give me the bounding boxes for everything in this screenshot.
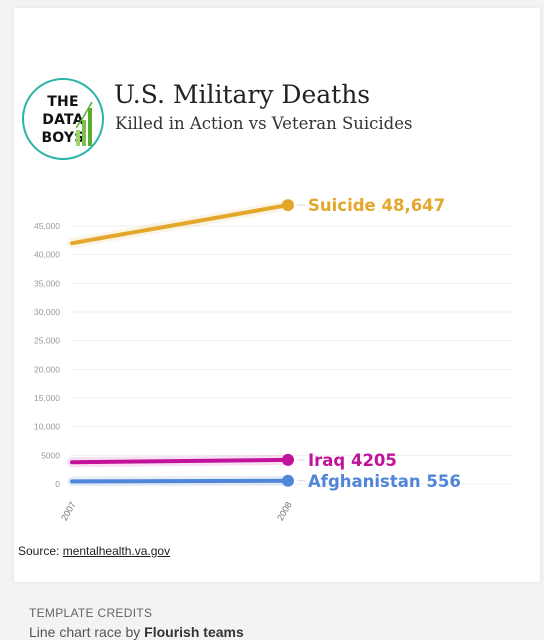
y-tick-label: 25,000 (34, 336, 60, 346)
logo-bars-icon (76, 101, 93, 146)
source-label: Source: (18, 544, 63, 558)
line-chart: 0 5000 10,000 15,000 20,000 25,000 30,000 35,00… (34, 196, 512, 522)
credits-author[interactable]: Flourish teams (144, 624, 244, 640)
y-tick-label: 0 (55, 479, 60, 489)
source-link[interactable]: mentalhealth.va.gov (62, 544, 171, 558)
chart-title: U.S. Military Deaths (114, 80, 371, 109)
series-end-label: Suicide 48,647 (308, 196, 445, 215)
series-end-label: Afghanistan 556 (308, 472, 461, 491)
logo-line-1: THE (47, 94, 79, 110)
logo-line-3: BOYS (41, 130, 85, 146)
y-tick-label: 40,000 (34, 250, 60, 260)
series-end-label: Iraq 4205 (308, 451, 397, 470)
x-tick-label: 2007 (59, 500, 78, 522)
series-end-point (282, 199, 294, 212)
credits-prefix: Line chart race by (29, 624, 145, 640)
template-credits-label: TEMPLATE CREDITS (29, 606, 153, 620)
template-credits-text: Line chart race by Flourish teams (29, 624, 244, 640)
y-tick-label: 35,000 (34, 278, 60, 288)
data-boys-logo: THE DATA BOYS (22, 78, 104, 160)
y-tick-label: 10,000 (34, 422, 60, 432)
y-tick-label: 15,000 (34, 393, 60, 403)
y-tick-label: 45,000 (34, 221, 60, 231)
chart-card (14, 8, 540, 582)
x-tick: 2008 (275, 500, 294, 522)
chart-subtitle: Killed in Action vs Veteran Suicides (115, 114, 413, 133)
y-tick-label: 30,000 (34, 307, 60, 317)
series-end-point (282, 474, 294, 487)
x-tick-label: 2008 (275, 500, 294, 522)
series-line-suicide (70, 203, 290, 246)
series-end-point (282, 453, 294, 466)
x-tick: 2007 (59, 500, 78, 522)
series-line-afghanistan (70, 478, 290, 484)
source-note: Source: mentalhealth.va.gov (18, 544, 170, 558)
y-tick-label: 5000 (41, 450, 60, 460)
series-line-iraq (70, 457, 290, 465)
logo-line-2: DATA (42, 112, 84, 128)
y-tick-label: 20,000 (34, 364, 60, 374)
